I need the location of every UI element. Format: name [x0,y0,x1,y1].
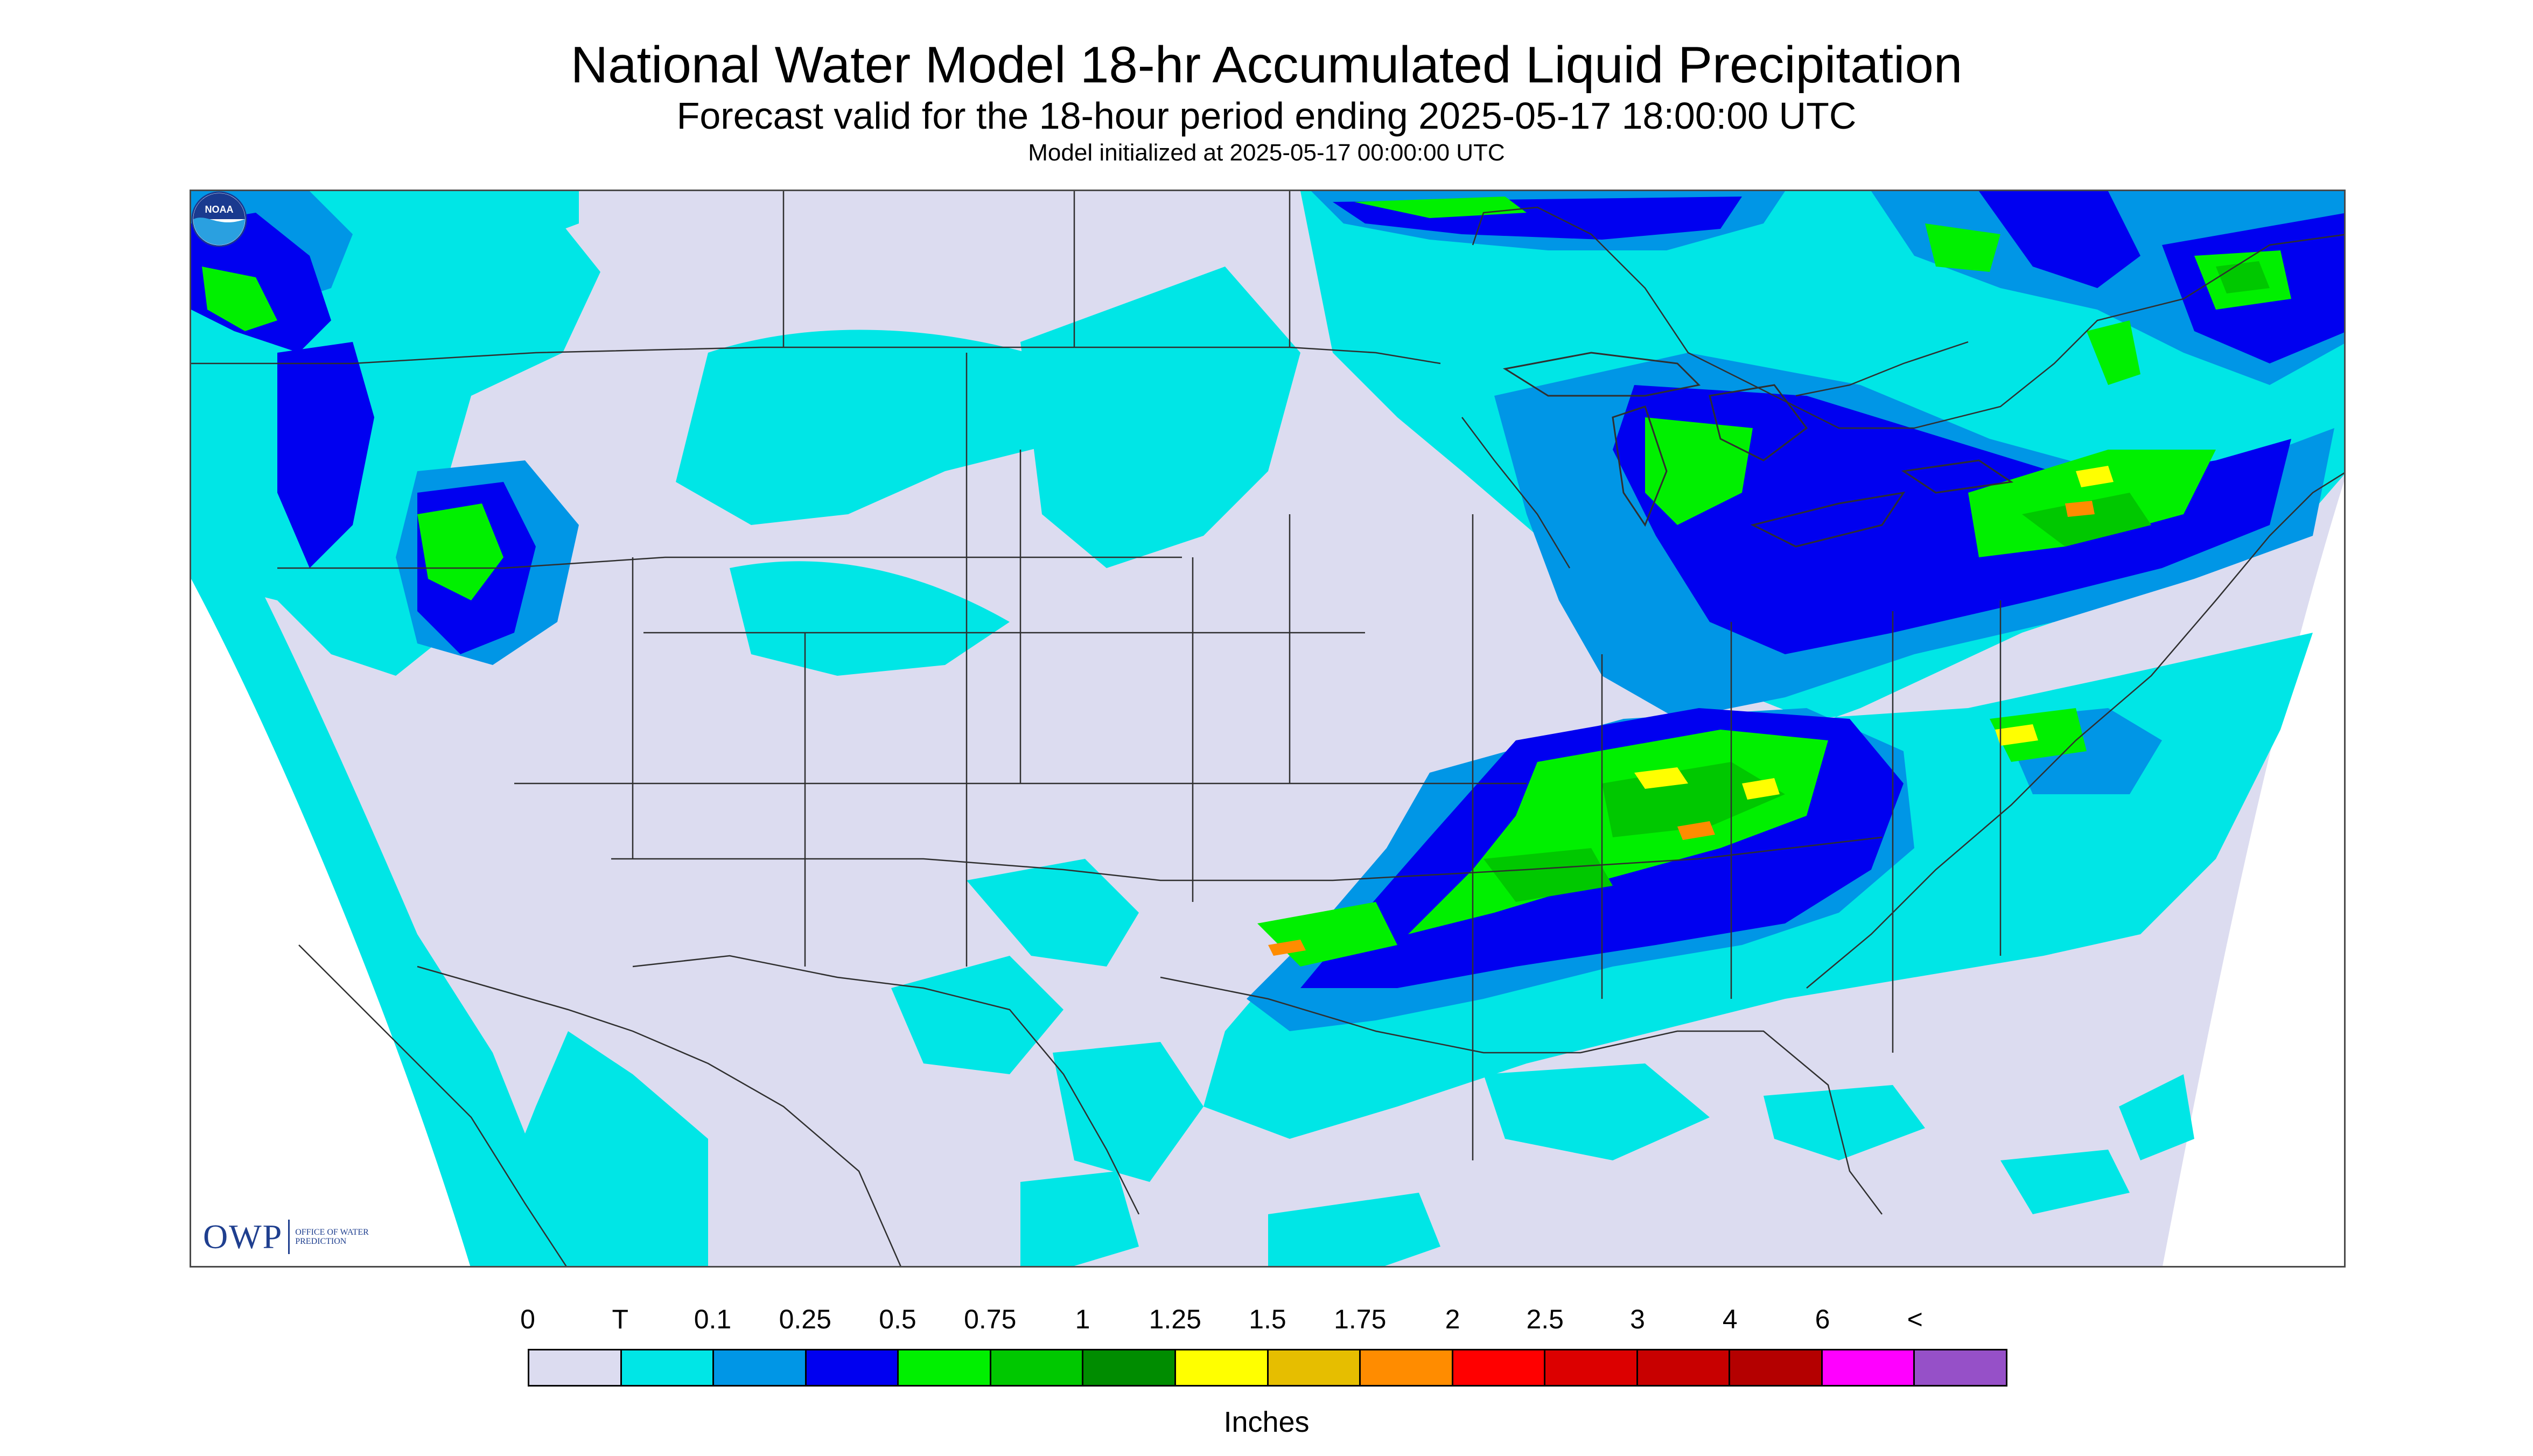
legend-labels: 0 T 0.1 0.25 0.5 0.75 1 1.25 1.5 1.75 2 2.5 3 4 6 < [520,1303,2007,1335]
legend-swatch [1175,1350,1269,1385]
extreme-precipitation [1268,501,2095,956]
legend-units: Inches [1223,1406,1310,1438]
legend-label: 0.5 [879,1304,916,1334]
legend-swatch [1915,1350,2006,1385]
owp-logo-mark: OWP [203,1217,283,1256]
legend-label: 3 [1630,1304,1645,1334]
legend-label: 0.1 [694,1304,732,1334]
legend-swatch [529,1350,622,1385]
political-boundaries [191,191,2344,1266]
noaa-logo-text: NOAA [205,204,234,215]
legend-swatch [714,1350,807,1385]
legend-label: 4 [1722,1304,1738,1334]
legend-swatch [1453,1350,1546,1385]
map-subtitle: Forecast valid for the 18-hour period en… [676,95,1857,137]
legend-label: 0 [520,1304,535,1334]
very-heavy-precipitation [1634,466,2114,800]
precipitation-map: OWP Office of Water Prediction NOAA [190,190,2346,1268]
owp-logo: OWP Office of Water Prediction [203,1215,381,1258]
legend-swatch [1545,1350,1638,1385]
legend-label: 0.75 [964,1304,1017,1334]
legend-label: 2 [1445,1304,1460,1334]
map-canvas [191,191,2344,1266]
noaa-logo-icon: NOAA [191,191,247,247]
legend-swatch [1730,1350,1823,1385]
legend-color-bar [528,1349,2007,1387]
legend-swatch [806,1350,899,1385]
owp-logo-divider [288,1220,290,1254]
legend-label: T [612,1304,629,1334]
legend-label: 1 [1075,1304,1090,1334]
legend-swatch [899,1350,991,1385]
legend-label: 1.25 [1149,1304,1201,1334]
legend-swatch [991,1350,1084,1385]
legend-swatch [621,1350,715,1385]
legend-swatch [1083,1350,1176,1385]
owp-logo-text: Office of Water Prediction [295,1228,369,1246]
legend-label: 0.25 [779,1304,831,1334]
legend-swatch [1361,1350,1453,1385]
legend-label: 1.5 [1249,1304,1286,1334]
legend-swatch [1638,1350,1731,1385]
model-init-time: Model initialized at 2025-05-17 00:00:00… [1028,139,1505,166]
legend-swatch [1268,1350,1361,1385]
legend-swatch [1822,1350,1915,1385]
great-lakes [1502,352,2014,548]
legend-label: 1.75 [1334,1304,1387,1334]
legend-label: < [1907,1304,1923,1334]
map-title: National Water Model 18-hr Accumulated L… [570,36,1963,94]
legend-label: 6 [1815,1304,1830,1334]
legend-label: 2.5 [1526,1304,1564,1334]
